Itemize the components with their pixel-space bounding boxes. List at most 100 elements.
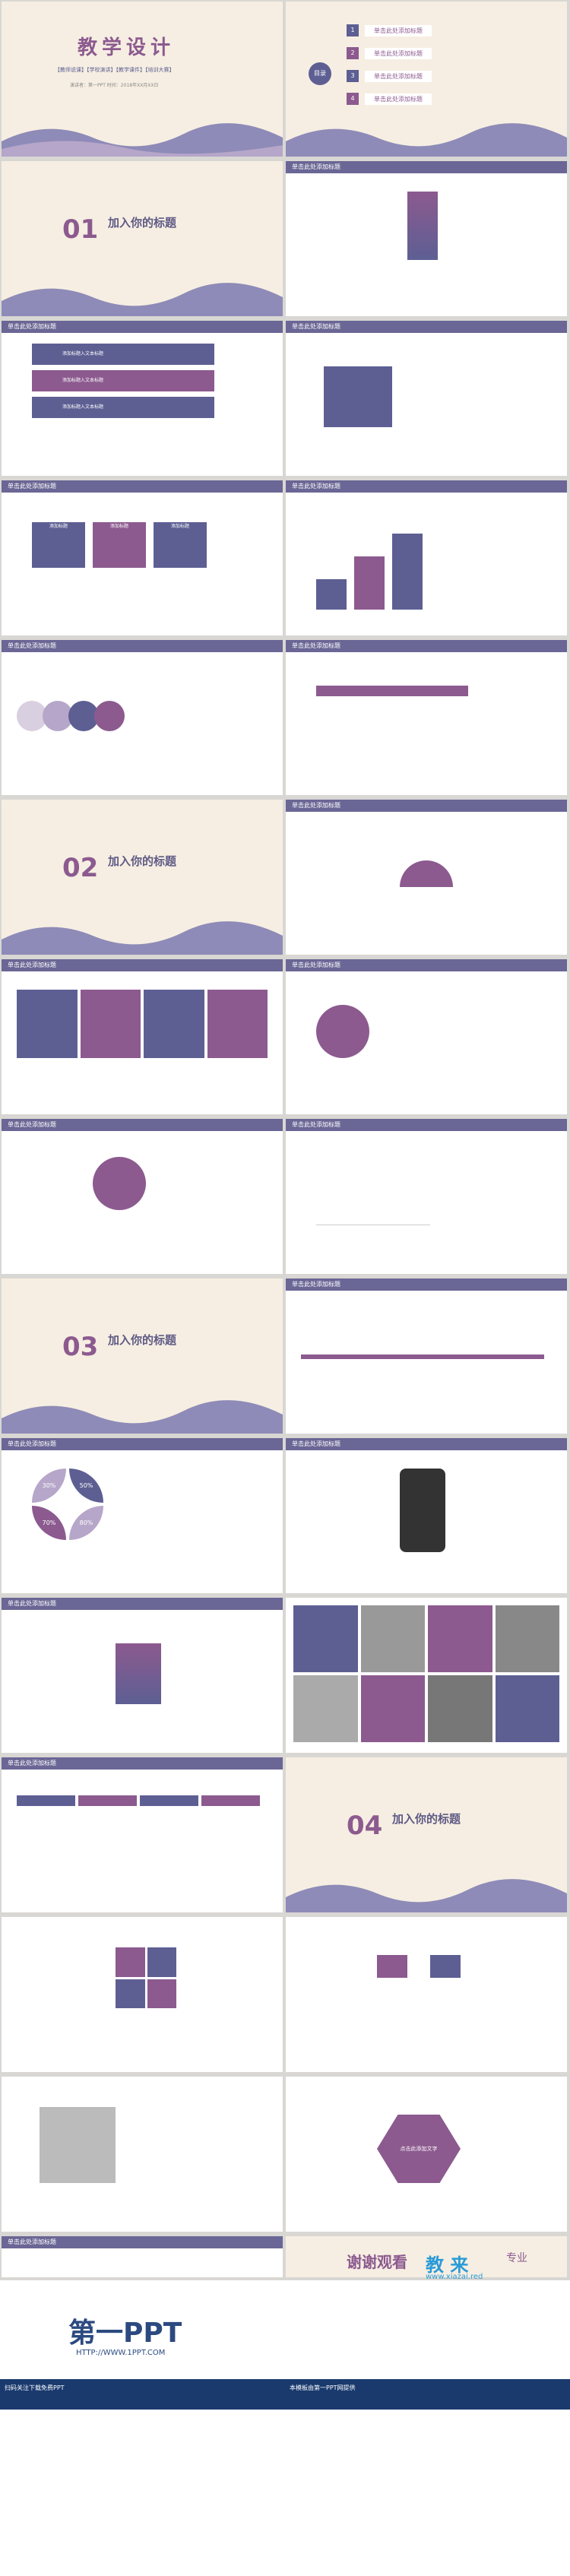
- hills-decoration: [286, 123, 567, 157]
- semicircle: [400, 860, 453, 887]
- toc-item[interactable]: 1 单击此处添加标题: [347, 24, 432, 36]
- gear-icon: [93, 1157, 146, 1210]
- slide-header: 单击此处添加标题: [2, 1598, 283, 1610]
- slide-tab-columns[interactable]: 单击此处添加标题: [2, 1757, 283, 1912]
- column-card: 添加标题: [93, 522, 146, 568]
- flow-box: [377, 1955, 407, 1978]
- petal-grid: 30% 50% 70% 80%: [32, 1469, 103, 1540]
- section-number: 03: [62, 1332, 99, 1362]
- column-card: 添加标题: [32, 522, 85, 568]
- slide-section-02[interactable]: 02 加入你的标题: [2, 800, 283, 955]
- stair-step: [316, 579, 347, 610]
- slide-numbered-cards[interactable]: 单击此处添加标题: [2, 959, 283, 1114]
- hills-decoration: [2, 123, 283, 157]
- footer: 第一PPT HTTP://WWW.1PPT.COM 扫码关注下载免费PPT 本模…: [0, 2254, 570, 2576]
- bar-chart: [316, 1164, 430, 1225]
- footer-left: 扫码关注下载免费PPT: [0, 2379, 285, 2410]
- list-row[interactable]: 添加标题入文本标题: [32, 344, 214, 365]
- watermark-text: 教 来: [426, 2254, 469, 2276]
- slide-semicircle[interactable]: 单击此处添加标题: [286, 800, 567, 955]
- slide-header: 单击此处添加标题: [286, 480, 567, 493]
- slide-header: 单击此处添加标题: [286, 800, 567, 812]
- slide-hexagon[interactable]: 点击此添加文字: [286, 2077, 567, 2232]
- section-number: 01: [62, 214, 99, 245]
- slide-percent-petals[interactable]: 单击此处添加标题 30% 50% 70% 80%: [2, 1438, 283, 1593]
- arrow-bar: [316, 686, 468, 696]
- slide-section-04[interactable]: 04 加入你的标题: [286, 1757, 567, 1912]
- puzzle: [116, 1947, 176, 2008]
- slide-cube-layout[interactable]: 单击此处添加标题: [286, 161, 567, 316]
- icon-grid: [324, 366, 392, 427]
- slide-header: 单击此处添加标题: [2, 321, 283, 333]
- hills-decoration: [286, 1879, 567, 1912]
- cover-tags: 【教师说课】【学校演讲】【教学课件】【培训大赛】: [55, 67, 175, 73]
- slide-header: 单击此处添加标题: [2, 1757, 283, 1770]
- slide-header: 单击此处添加标题: [286, 640, 567, 652]
- slide-photo-grid[interactable]: [286, 1598, 567, 1753]
- slide-header: 单击此处添加标题: [286, 1119, 567, 1131]
- slide-header: 单击此处添加标题: [2, 2236, 283, 2248]
- watermark-url: www.xiazai.red: [426, 2273, 483, 2281]
- slide-header: 单击此处添加标题: [286, 1438, 567, 1450]
- section-title: 加入你的标题: [108, 1333, 177, 1347]
- column-card: 添加标题: [154, 522, 207, 568]
- slide-stairs[interactable]: 单击此处添加标题: [286, 480, 567, 635]
- card-row: [17, 990, 268, 1058]
- toc-item[interactable]: 4 单击此处添加标题: [347, 93, 432, 105]
- slide-header: 单击此处添加标题: [286, 1278, 567, 1291]
- hub-circle: [316, 1005, 369, 1058]
- slide-arrows[interactable]: 单击此处添加标题: [286, 640, 567, 795]
- phone-mockup: [400, 1469, 445, 1552]
- slide-timeline[interactable]: 单击此处添加标题: [286, 1278, 567, 1434]
- slide-bar-chart[interactable]: 单击此处添加标题: [286, 1119, 567, 1274]
- slide-flow[interactable]: [286, 1917, 567, 2072]
- section-number: 02: [62, 853, 99, 883]
- stair-step: [354, 556, 385, 610]
- toc-item[interactable]: 2 单击此处添加标题: [347, 47, 432, 59]
- slide-icon-grid[interactable]: 单击此处添加标题: [286, 321, 567, 476]
- circle-row: [17, 701, 125, 731]
- footer-logo: 第一PPT: [68, 2318, 182, 2349]
- slide-section-03[interactable]: 03 加入你的标题: [2, 1278, 283, 1434]
- list-row[interactable]: 添加标题入文本标题: [32, 370, 214, 391]
- section-number: 04: [347, 1811, 383, 1841]
- photo: [40, 2107, 116, 2183]
- cover-meta: 演讲者：第一PPT 时间：2018年XX月XX日: [70, 83, 159, 88]
- slide-puzzle[interactable]: [2, 1917, 283, 2072]
- slide-stack[interactable]: 单击此处添加标题: [2, 1598, 283, 1753]
- toc-item[interactable]: 3 单击此处添加标题: [347, 70, 432, 82]
- stair-step: [392, 534, 423, 610]
- toc-label: 目录: [309, 62, 331, 85]
- thanks-badge: 专业: [506, 2252, 527, 2264]
- list-row[interactable]: 添加标题入文本标题: [32, 397, 214, 418]
- slide-gears[interactable]: 单击此处添加标题: [2, 1119, 283, 1274]
- hills-decoration: [2, 283, 283, 316]
- slide-circles[interactable]: 单击此处添加标题: [2, 640, 283, 795]
- slide-header: 单击此处添加标题: [286, 161, 567, 173]
- section-title: 加入你的标题: [108, 216, 177, 230]
- hills-decoration: [2, 1400, 283, 1434]
- slide-thanks[interactable]: 谢谢观看 专业: [286, 2236, 567, 2277]
- slide-header: 单击此处添加标题: [286, 959, 567, 971]
- hills-decoration: [2, 921, 283, 955]
- cover-title: 教学设计: [78, 36, 176, 59]
- cube-stack: [407, 192, 438, 260]
- slide-photos[interactable]: [2, 2077, 283, 2232]
- tab-row: [17, 1795, 260, 1806]
- slide-header: 单击此处添加标题: [2, 1438, 283, 1450]
- slide-header: 单击此处添加标题: [2, 1119, 283, 1131]
- slide-toc[interactable]: 目录 1 单击此处添加标题 2 单击此处添加标题 3 单击此处添加标题 4 单击此处添加…: [286, 2, 567, 157]
- footer-url[interactable]: HTTP://WWW.1PPT.COM: [76, 2349, 166, 2357]
- section-title: 加入你的标题: [392, 1812, 461, 1826]
- slide-phone[interactable]: 单击此处添加标题: [286, 1438, 567, 1593]
- flow-box: [430, 1955, 461, 1978]
- slide-hub[interactable]: 单击此处添加标题: [286, 959, 567, 1114]
- slide-quad[interactable]: 单击此处添加标题: [2, 2236, 283, 2277]
- slide-header: 单击此处添加标题: [2, 959, 283, 971]
- slide-three-columns[interactable]: 单击此处添加标题 添加标题 添加标题 添加标题: [2, 480, 283, 635]
- slide-image-list[interactable]: 单击此处添加标题 添加标题入文本标题 添加标题入文本标题 添加标题入文本标题: [2, 321, 283, 476]
- thanks-title: 谢谢观看: [347, 2253, 407, 2271]
- photo-grid: [293, 1605, 559, 1742]
- slide-cover[interactable]: 教学设计 【教师说课】【学校演讲】【教学课件】【培训大赛】 演讲者：第一PPT …: [2, 2, 283, 157]
- slide-section-01[interactable]: 01 加入你的标题: [2, 161, 283, 316]
